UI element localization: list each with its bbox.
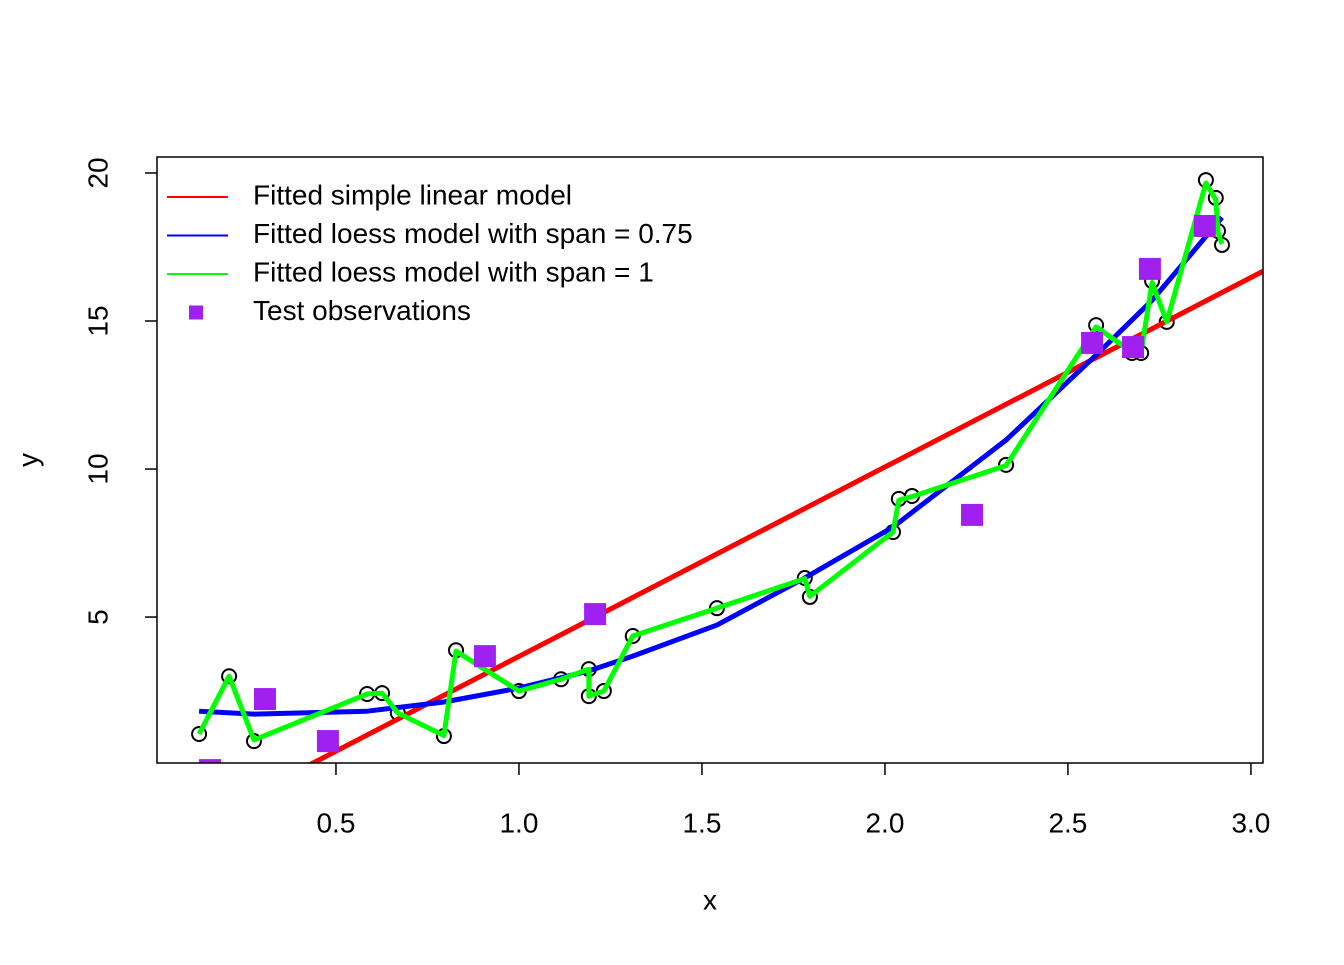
test-observation (584, 603, 607, 626)
x-tick-label: 0.5 (316, 807, 355, 838)
test-observation (961, 503, 984, 526)
test-observation (1081, 331, 1104, 354)
fit-line (198, 215, 1224, 717)
fit-line (196, 180, 1225, 743)
observation (221, 668, 238, 685)
legend-label: Fitted simple linear model (253, 179, 572, 210)
y-tick-label: 10 (82, 453, 113, 484)
test-observation (316, 730, 339, 753)
test-observation (1193, 214, 1216, 237)
x-tick-label: 1.5 (682, 807, 721, 838)
legend-square (189, 305, 203, 320)
x-axis-label: x (703, 884, 717, 915)
plot-frame (156, 156, 1264, 764)
legend-label: Fitted loess model with span = 1 (253, 256, 654, 287)
x-tick-label: 3.0 (1231, 807, 1270, 838)
observation (998, 456, 1015, 473)
legend-label: Fitted loess model with span = 0.75 (253, 218, 693, 249)
x-tick-label: 2.0 (865, 807, 904, 838)
y-tick-label: 5 (82, 609, 113, 625)
x-tick-label: 1.0 (499, 807, 538, 838)
test-observation (1122, 336, 1145, 359)
test-observation (1138, 257, 1161, 280)
y-tick-label: 15 (82, 305, 113, 336)
y-tick-label: 20 (82, 157, 113, 188)
test-observation (473, 645, 496, 668)
plot-area (191, 172, 1263, 763)
observation (191, 725, 208, 742)
legend-label: Test observations (253, 295, 471, 326)
x-tick-label: 2.5 (1048, 807, 1087, 838)
fit-line (307, 269, 1263, 763)
test-observation (199, 759, 222, 763)
test-observation (253, 688, 276, 711)
y-axis-label: y (12, 453, 43, 467)
